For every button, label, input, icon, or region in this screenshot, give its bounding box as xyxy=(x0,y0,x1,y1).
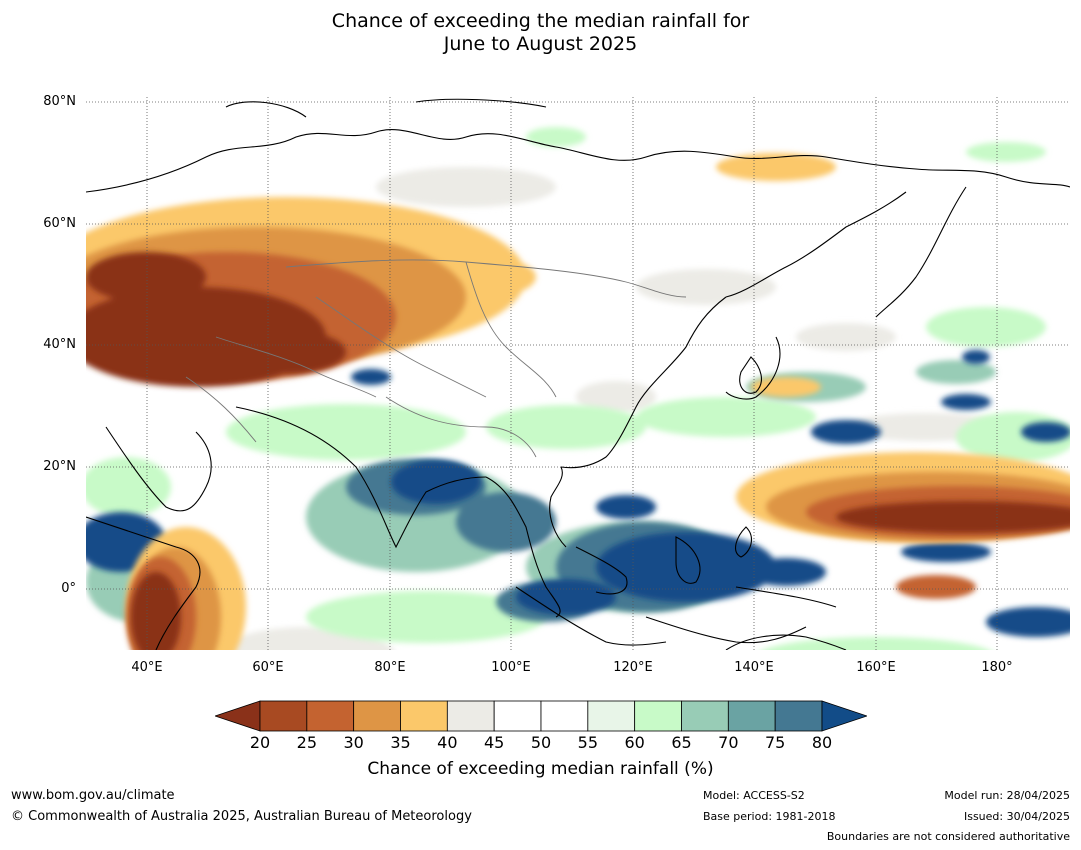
lat-label-20n: 20°N xyxy=(43,459,76,474)
colorbar-cell xyxy=(727,700,776,732)
model-name: Model: ACCESS-S2 xyxy=(703,789,805,802)
lat-label-80n: 80°N xyxy=(43,94,76,109)
lon-label-60e: 60°E xyxy=(252,660,284,675)
dark-blue-shading xyxy=(86,350,1070,637)
light-green-shading xyxy=(86,127,1070,650)
lat-label-40n: 40°N xyxy=(43,337,76,352)
issued-date: Issued: 30/04/2025 xyxy=(963,810,1070,823)
colorbar-cell xyxy=(400,700,448,732)
colorbar-tick-label: 45 xyxy=(483,733,505,752)
colorbar-tick-label: 60 xyxy=(624,733,645,752)
website-url: www.bom.gov.au/climate xyxy=(11,788,175,803)
coastlines xyxy=(86,98,1070,650)
colorbar-arrow-high xyxy=(821,700,867,732)
lon-label-80e: 80°E xyxy=(374,660,406,675)
colorbar-cell xyxy=(681,700,729,732)
colorbar-cell xyxy=(353,700,401,732)
colorbar-tick-label: 40 xyxy=(437,733,458,752)
lon-label-100e: 100°E xyxy=(491,660,531,675)
lon-label-120e: 120°E xyxy=(613,660,653,675)
colorbar-tick-label: 70 xyxy=(718,733,739,752)
lat-label-60n: 60°N xyxy=(43,216,76,231)
colorbar-cell xyxy=(446,700,495,732)
colorbar-tick-label: 75 xyxy=(764,733,786,752)
colorbar-tick-label: 25 xyxy=(296,733,318,752)
lon-label-40e: 40°E xyxy=(131,660,163,675)
colorbar-cell xyxy=(540,700,589,732)
colorbar-cell xyxy=(587,700,636,732)
colorbar-tick-label: 35 xyxy=(390,733,411,752)
colorbar-cell xyxy=(634,700,682,732)
colorbar-tick-label: 55 xyxy=(577,733,599,752)
colorbar-cell xyxy=(774,700,823,732)
colorbar-cell xyxy=(493,700,542,732)
lon-label-160e: 160°E xyxy=(856,660,896,675)
colorbar-title: Chance of exceeding median rainfall (%) xyxy=(367,759,714,779)
colorbar-tick-label: 65 xyxy=(671,733,692,752)
lon-label-140e: 140°E xyxy=(734,660,774,675)
colorbar-tick-label: 50 xyxy=(530,733,552,752)
colorbar-tick-label: 80 xyxy=(811,733,833,752)
country-borders xyxy=(185,259,687,458)
dark-brown-shading xyxy=(86,252,1070,650)
colorbar xyxy=(215,700,867,732)
rainfall-probability-map xyxy=(86,97,1070,650)
base-period: Base period: 1981-2018 xyxy=(703,810,836,823)
lon-label-180: 180° xyxy=(981,660,1013,675)
map-title-line-2: June to August 2025 xyxy=(443,33,638,55)
colorbar-cell xyxy=(306,700,355,732)
colorbar-tick-label: 20 xyxy=(249,733,271,752)
boundaries-disclaimer: Boundaries are not considered authoritat… xyxy=(826,830,1070,843)
map-title-line-1: Chance of exceeding the median rainfall … xyxy=(331,10,750,32)
model-run-date: Model run: 28/04/2025 xyxy=(944,789,1070,802)
graticule xyxy=(86,97,1070,650)
colorbar-tick-label: 30 xyxy=(343,733,364,752)
lat-label-0: 0° xyxy=(61,581,76,596)
copyright-notice: © Commonwealth of Australia 2025, Austra… xyxy=(11,809,472,824)
colorbar-cell xyxy=(259,700,308,732)
colorbar-arrow-low xyxy=(215,700,261,732)
